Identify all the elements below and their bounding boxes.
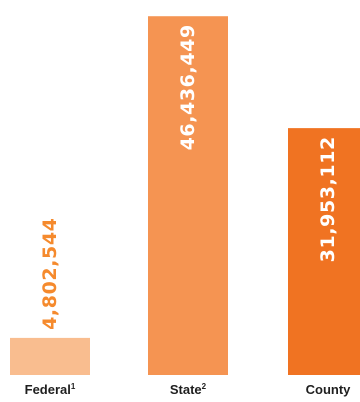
bar-county <box>288 128 360 375</box>
category-label-county: County <box>306 382 352 397</box>
category-label-federal: Federal1 <box>25 382 76 397</box>
value-label-federal: 4,802,544 <box>39 218 61 330</box>
footnote-marker-state: 2 <box>202 382 207 391</box>
footnote-marker-federal: 1 <box>71 382 76 391</box>
bar-state <box>148 16 228 375</box>
value-label-county: 31,953,112 <box>317 136 339 262</box>
category-label-state: State2 <box>170 382 207 397</box>
value-label-state: 46,436,449 <box>177 24 199 150</box>
bar-federal <box>10 337 90 375</box>
